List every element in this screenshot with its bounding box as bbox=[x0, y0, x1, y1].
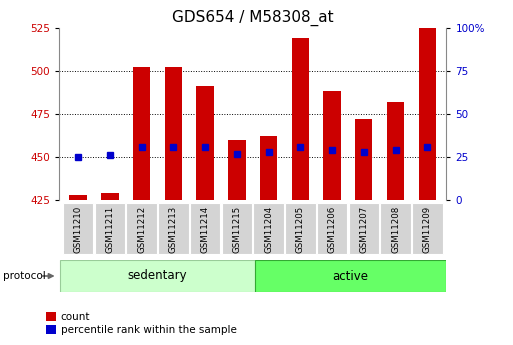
FancyBboxPatch shape bbox=[190, 203, 220, 254]
Text: GSM11209: GSM11209 bbox=[423, 206, 432, 253]
Bar bbox=[101, 193, 119, 200]
Text: GSM11205: GSM11205 bbox=[296, 206, 305, 253]
Bar bbox=[255, 260, 446, 292]
Bar bbox=[387, 102, 404, 200]
Text: GSM11207: GSM11207 bbox=[359, 206, 368, 253]
FancyBboxPatch shape bbox=[94, 203, 125, 254]
FancyBboxPatch shape bbox=[317, 203, 347, 254]
FancyBboxPatch shape bbox=[222, 203, 252, 254]
FancyBboxPatch shape bbox=[63, 203, 93, 254]
FancyBboxPatch shape bbox=[285, 203, 315, 254]
Bar bbox=[196, 86, 214, 200]
Bar bbox=[291, 38, 309, 200]
Legend: count, percentile rank within the sample: count, percentile rank within the sample bbox=[46, 312, 236, 335]
Text: sedentary: sedentary bbox=[128, 269, 187, 283]
FancyBboxPatch shape bbox=[348, 203, 379, 254]
FancyBboxPatch shape bbox=[253, 203, 284, 254]
Text: protocol: protocol bbox=[3, 271, 45, 281]
FancyBboxPatch shape bbox=[380, 203, 411, 254]
FancyBboxPatch shape bbox=[126, 203, 157, 254]
Bar bbox=[165, 67, 182, 200]
Text: GSM11208: GSM11208 bbox=[391, 206, 400, 253]
Bar bbox=[69, 195, 87, 200]
Text: active: active bbox=[332, 269, 368, 283]
Text: GSM11212: GSM11212 bbox=[137, 206, 146, 253]
Bar bbox=[60, 260, 255, 292]
Bar bbox=[133, 67, 150, 200]
Text: GSM11213: GSM11213 bbox=[169, 206, 178, 253]
Bar bbox=[260, 136, 277, 200]
FancyBboxPatch shape bbox=[412, 203, 443, 254]
Bar bbox=[355, 119, 372, 200]
Text: GSM11210: GSM11210 bbox=[73, 206, 83, 253]
Text: GSM11215: GSM11215 bbox=[232, 206, 241, 253]
Text: GSM11214: GSM11214 bbox=[201, 206, 209, 253]
Title: GDS654 / M58308_at: GDS654 / M58308_at bbox=[172, 10, 333, 26]
FancyBboxPatch shape bbox=[158, 203, 188, 254]
Bar bbox=[228, 140, 246, 200]
Bar bbox=[323, 91, 341, 200]
Text: GSM11211: GSM11211 bbox=[105, 206, 114, 253]
Bar bbox=[419, 26, 436, 200]
Text: GSM11204: GSM11204 bbox=[264, 206, 273, 253]
Text: GSM11206: GSM11206 bbox=[327, 206, 337, 253]
